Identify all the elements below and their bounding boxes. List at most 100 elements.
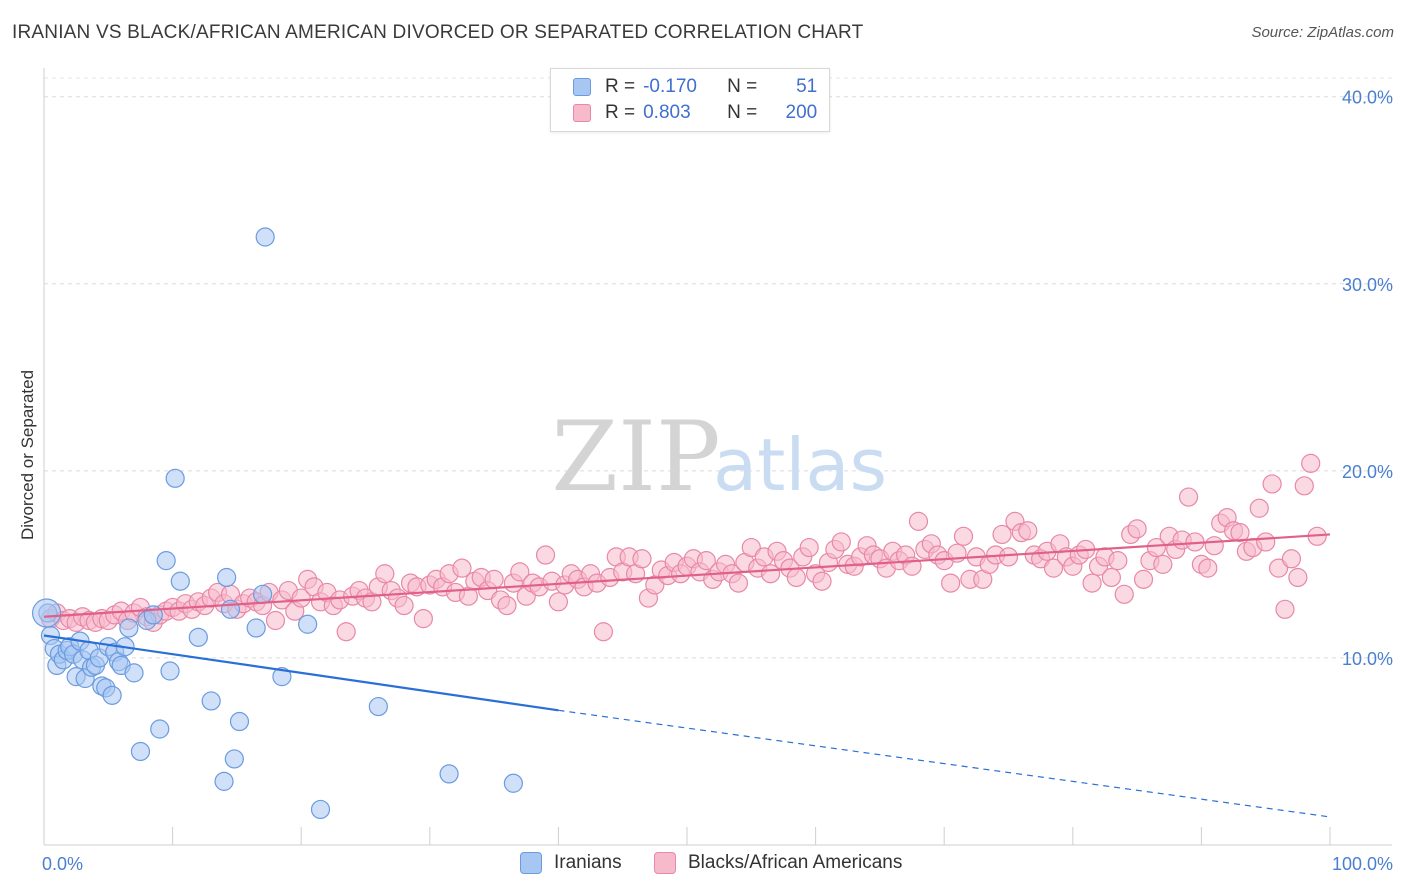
chart-title: IRANIAN VS BLACK/AFRICAN AMERICAN DIVORC… [12, 22, 864, 43]
point-iranians [439, 764, 459, 784]
point-blacks [394, 595, 414, 616]
tick-labels: 10.0% 20.0% 30.0% 40.0% 0.0% 100.0% [42, 88, 1393, 874]
trend-line-blacks [43, 533, 1331, 618]
point-iranians [201, 691, 221, 711]
legend-row-blacks: R = 0.803 N = 200 [573, 101, 817, 125]
point-blacks [786, 567, 806, 588]
series-legend-blacks[interactable]: Blacks/African Americans [654, 852, 902, 874]
point-blacks [992, 524, 1012, 545]
y-tick-label: 40.0% [1342, 88, 1393, 108]
point-blacks [1268, 558, 1289, 578]
axes [43, 68, 1392, 846]
point-blacks [1249, 498, 1269, 518]
point-iranians [119, 618, 139, 638]
point-blacks [452, 558, 472, 578]
point-iranians [217, 567, 237, 588]
point-blacks [548, 592, 569, 612]
point-iranians [310, 799, 331, 820]
point-blacks [497, 595, 517, 616]
series-label-blacks: Blacks/African Americans [688, 852, 903, 873]
point-blacks [1043, 558, 1064, 578]
point-iranians [255, 227, 275, 247]
point-blacks [941, 573, 961, 593]
trend-lines [43, 533, 1331, 818]
y-tick-label: 30.0% [1342, 275, 1393, 295]
point-blacks [741, 537, 761, 558]
point-iranians [31, 598, 62, 628]
point-blacks [696, 551, 716, 571]
point-blacks [1301, 453, 1321, 473]
point-blacks [375, 564, 395, 584]
point-blacks [812, 571, 832, 591]
point-iranians [156, 551, 176, 571]
point-iranians [224, 749, 244, 769]
y-tick-label: 10.0% [1342, 649, 1393, 669]
series-swatch-blacks [654, 852, 676, 874]
legend-n-label: N = [727, 102, 758, 123]
legend-r-label: R = [605, 76, 636, 97]
point-blacks [291, 588, 311, 608]
point-blacks [1256, 532, 1276, 552]
source-label: Source: ZipAtlas.com [1251, 24, 1394, 41]
x-tick-label: 100.0% [1332, 854, 1393, 874]
point-iranians [229, 711, 250, 732]
legend-swatch-iranians [573, 78, 591, 96]
point-blacks [1146, 537, 1166, 558]
point-blacks [728, 573, 749, 593]
point-blacks [831, 532, 851, 552]
point-blacks [1275, 599, 1295, 619]
point-blacks [1204, 536, 1224, 556]
point-blacks [1082, 573, 1102, 593]
point-blacks [908, 511, 929, 531]
point-iranians [503, 773, 523, 793]
point-iranians [253, 584, 273, 604]
series-legend: Iranians Blacks/African Americans [0, 852, 1406, 878]
point-iranians [214, 771, 234, 791]
point-blacks [1133, 569, 1154, 589]
point-blacks [1101, 567, 1121, 588]
x-tick-label: 0.0% [42, 854, 83, 874]
point-blacks [1153, 554, 1173, 574]
point-blacks [799, 537, 819, 558]
point-blacks [1114, 584, 1134, 604]
point-iranians [368, 696, 388, 717]
point-blacks [535, 545, 556, 565]
point-blacks [1178, 487, 1199, 507]
point-blacks [1018, 521, 1038, 541]
point-iranians [124, 663, 144, 683]
point-iranians [170, 571, 190, 591]
legend-r-label: R = [605, 102, 636, 123]
correlation-legend: R = -0.170 N = 51 R = 0.803 N = 200 [550, 68, 830, 132]
series-label-iranians: Iranians [554, 852, 622, 873]
legend-n-label: N = [727, 76, 758, 97]
legend-r-value: -0.170 [643, 76, 697, 97]
point-blacks [510, 562, 530, 582]
legend-n-value: 51 [796, 76, 818, 97]
data-points [31, 227, 1327, 820]
point-iranians [102, 685, 122, 705]
point-iranians [246, 618, 266, 638]
watermark-zip: ZIP [551, 401, 720, 513]
point-iranians [220, 599, 241, 619]
point-blacks [1262, 474, 1282, 494]
point-blacks [1127, 519, 1147, 539]
y-tick-label: 20.0% [1342, 462, 1393, 482]
trend-line-iranians-extrapolated [558, 709, 1331, 818]
point-blacks [1281, 549, 1302, 569]
point-iranians [165, 468, 185, 488]
series-swatch-iranians [520, 852, 542, 874]
point-iranians [150, 719, 170, 739]
point-blacks [593, 622, 614, 642]
point-blacks [998, 547, 1019, 567]
point-blacks [632, 549, 652, 569]
point-iranians [298, 614, 318, 634]
point-blacks [265, 610, 286, 631]
series-legend-iranians[interactable]: Iranians [520, 852, 622, 874]
point-blacks [1108, 551, 1128, 571]
legend-n-value: 200 [785, 102, 818, 123]
point-blacks [336, 622, 356, 642]
legend-swatch-blacks [573, 104, 591, 122]
watermark: ZIP atlas [551, 401, 887, 513]
point-blacks [1198, 558, 1218, 578]
point-blacks [413, 609, 433, 629]
